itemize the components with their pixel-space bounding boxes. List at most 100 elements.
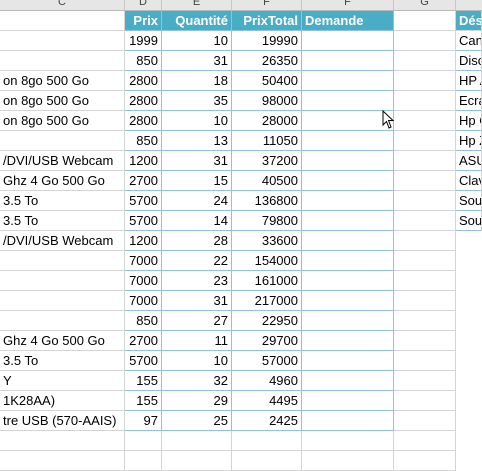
table-cell[interactable]: 2425 [232, 411, 302, 431]
column-header-e[interactable]: E [162, 0, 232, 10]
table-cell[interactable] [0, 311, 125, 331]
table-cell[interactable] [0, 131, 125, 151]
table-cell[interactable]: 155 [125, 391, 162, 411]
table-cell[interactable]: 154000 [232, 251, 302, 271]
table-cell[interactable] [302, 151, 394, 171]
table-cell[interactable]: 4495 [232, 391, 302, 411]
table-cell[interactable]: 13 [162, 131, 232, 151]
table-cell[interactable]: 3.5 To [0, 211, 125, 231]
table-cell[interactable]: 2800 [125, 111, 162, 131]
table-cell[interactable]: 7000 [125, 251, 162, 271]
side-table-cell[interactable]: Disc [456, 51, 482, 71]
table-cell[interactable]: /DVI/USB Webcam [0, 151, 125, 171]
header-cell[interactable]: Quantité [162, 11, 232, 31]
table-cell[interactable]: 155 [125, 371, 162, 391]
table-cell[interactable] [302, 251, 394, 271]
table-cell[interactable]: 217000 [232, 291, 302, 311]
column-g-cell[interactable] [394, 91, 456, 111]
table-cell[interactable] [302, 51, 394, 71]
empty-cell[interactable] [0, 431, 125, 451]
table-cell[interactable]: 2800 [125, 71, 162, 91]
table-cell[interactable]: 29 [162, 391, 232, 411]
column-g-cell[interactable] [394, 331, 456, 351]
column-header-d[interactable]: D [125, 0, 162, 10]
table-cell[interactable]: 35 [162, 91, 232, 111]
side-table-cell[interactable]: HP A [456, 71, 482, 91]
table-cell[interactable]: 31 [162, 151, 232, 171]
empty-cell[interactable] [125, 431, 162, 451]
column-g-cell[interactable] [394, 131, 456, 151]
table-cell[interactable]: 31 [162, 51, 232, 71]
table-cell[interactable] [302, 271, 394, 291]
table-cell[interactable]: 32 [162, 371, 232, 391]
column-g-cell[interactable] [394, 271, 456, 291]
table-cell[interactable] [0, 51, 125, 71]
table-cell[interactable] [302, 351, 394, 371]
column-g-cell[interactable] [394, 451, 456, 471]
table-cell[interactable] [302, 411, 394, 431]
table-cell[interactable]: 25 [162, 411, 232, 431]
column-header-c[interactable]: C [0, 0, 125, 10]
table-cell[interactable] [0, 31, 125, 51]
table-cell[interactable]: 5700 [125, 191, 162, 211]
header-cell[interactable] [0, 11, 125, 31]
table-cell[interactable] [302, 291, 394, 311]
column-g-cell[interactable] [394, 211, 456, 231]
table-cell[interactable]: 10 [162, 31, 232, 51]
table-cell[interactable]: 3.5 To [0, 351, 125, 371]
empty-cell[interactable] [125, 451, 162, 471]
empty-cell[interactable] [0, 451, 125, 471]
table-cell[interactable] [302, 211, 394, 231]
column-g-cell[interactable] [394, 151, 456, 171]
table-cell[interactable]: 40500 [232, 171, 302, 191]
table-cell[interactable] [302, 391, 394, 411]
empty-cell[interactable] [162, 431, 232, 451]
table-cell[interactable]: 79800 [232, 211, 302, 231]
table-cell[interactable]: 98000 [232, 91, 302, 111]
table-cell[interactable] [302, 311, 394, 331]
column-header-e2[interactable]: F [232, 0, 302, 10]
table-cell[interactable]: 850 [125, 311, 162, 331]
empty-cell[interactable] [232, 451, 302, 471]
side-table-cell[interactable]: Hp C [456, 111, 482, 131]
table-cell[interactable]: 22 [162, 251, 232, 271]
table-cell[interactable] [302, 331, 394, 351]
table-cell[interactable] [302, 31, 394, 51]
column-g-cell[interactable] [394, 291, 456, 311]
table-cell[interactable]: 14 [162, 211, 232, 231]
side-table-header[interactable]: Dés [456, 11, 482, 31]
empty-cell[interactable] [162, 451, 232, 471]
table-cell[interactable]: 1999 [125, 31, 162, 51]
table-cell[interactable]: 57000 [232, 351, 302, 371]
table-cell[interactable] [302, 71, 394, 91]
side-table-cell[interactable]: Hp Z [456, 131, 482, 151]
column-g-cell[interactable] [394, 351, 456, 371]
table-cell[interactable]: 22950 [232, 311, 302, 331]
table-cell[interactable]: 3.5 To [0, 191, 125, 211]
column-g-cell[interactable] [394, 51, 456, 71]
table-cell[interactable]: 11 [162, 331, 232, 351]
table-cell[interactable]: 4960 [232, 371, 302, 391]
side-table-cell[interactable]: Ecra [456, 91, 482, 111]
table-cell[interactable]: 18 [162, 71, 232, 91]
table-cell[interactable] [302, 111, 394, 131]
table-cell[interactable]: 161000 [232, 271, 302, 291]
column-g-cell[interactable] [394, 371, 456, 391]
empty-cell[interactable] [302, 431, 394, 451]
table-cell[interactable]: 2700 [125, 171, 162, 191]
side-table-cell[interactable]: Clav [456, 171, 482, 191]
table-cell[interactable]: 136800 [232, 191, 302, 211]
table-cell[interactable]: 1200 [125, 231, 162, 251]
side-table-cell[interactable]: Can [456, 31, 482, 51]
table-cell[interactable]: 28 [162, 231, 232, 251]
column-header-f[interactable]: F [302, 0, 394, 10]
header-cell[interactable]: Demande [302, 11, 394, 31]
table-cell[interactable]: 19990 [232, 31, 302, 51]
table-cell[interactable]: 33600 [232, 231, 302, 251]
table-cell[interactable]: 1200 [125, 151, 162, 171]
table-cell[interactable] [302, 91, 394, 111]
table-cell[interactable]: /DVI/USB Webcam [0, 231, 125, 251]
table-cell[interactable]: 28000 [232, 111, 302, 131]
table-cell[interactable] [0, 271, 125, 291]
table-cell[interactable] [302, 371, 394, 391]
